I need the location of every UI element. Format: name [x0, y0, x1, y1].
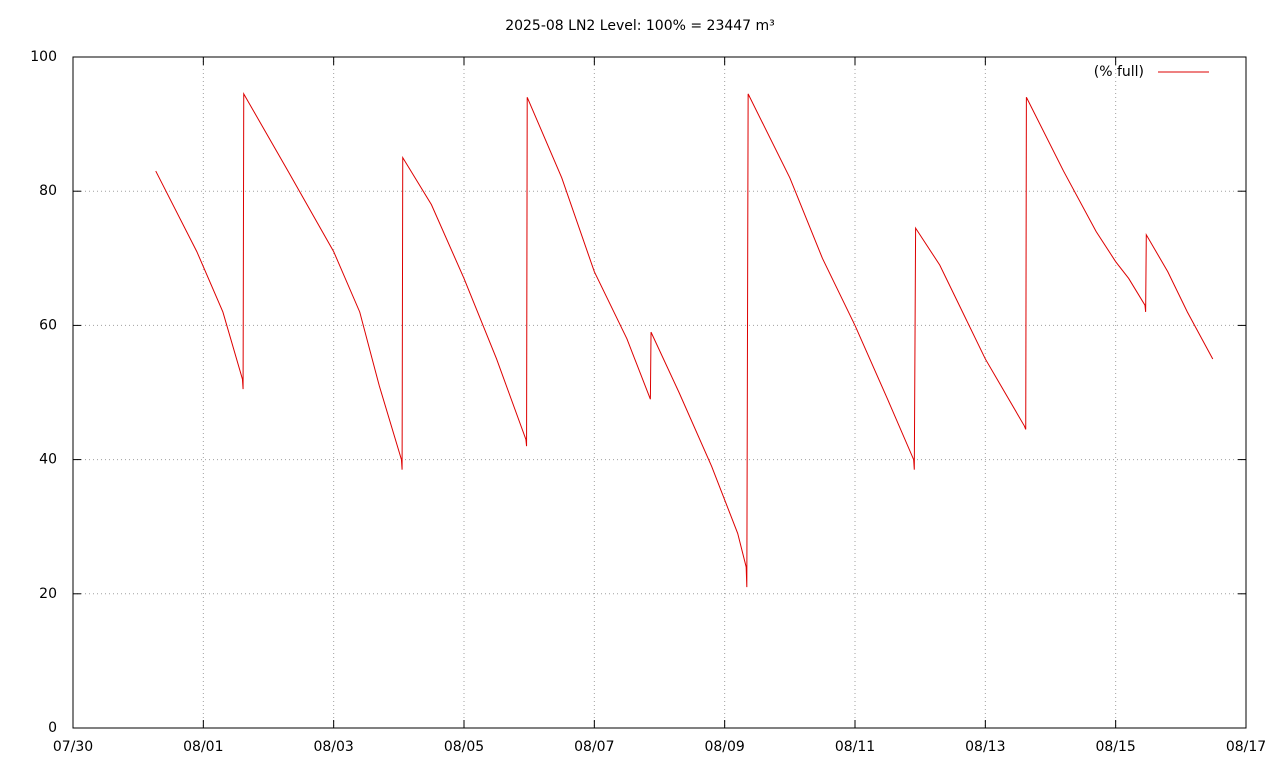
x-tick-label: 08/17 — [1226, 739, 1266, 755]
y-tick-label: 100 — [30, 49, 57, 65]
x-tick-label: 07/30 — [53, 739, 93, 755]
x-tick-label: 08/15 — [1095, 739, 1135, 755]
y-tick-label: 80 — [39, 183, 57, 199]
data-line — [155, 92, 1214, 588]
legend-label: (% full) — [1094, 64, 1144, 80]
plot-border — [72, 56, 1247, 729]
y-tick-label: 20 — [39, 586, 57, 602]
x-tick-label: 08/03 — [313, 739, 353, 755]
x-tick-label: 08/09 — [704, 739, 744, 755]
x-tick-label: 08/01 — [183, 739, 223, 755]
y-tick-label: 0 — [48, 720, 57, 736]
y-tick-label: 40 — [39, 452, 57, 468]
x-tick-label: 08/13 — [965, 739, 1005, 755]
y-tick-label: 60 — [39, 317, 57, 333]
chart-title: 2025-08 LN2 Level: 100% = 23447 m³ — [505, 18, 775, 34]
x-tick-label: 08/05 — [444, 739, 484, 755]
x-tick-label: 08/07 — [574, 739, 614, 755]
x-tick-label: 08/11 — [835, 739, 875, 755]
